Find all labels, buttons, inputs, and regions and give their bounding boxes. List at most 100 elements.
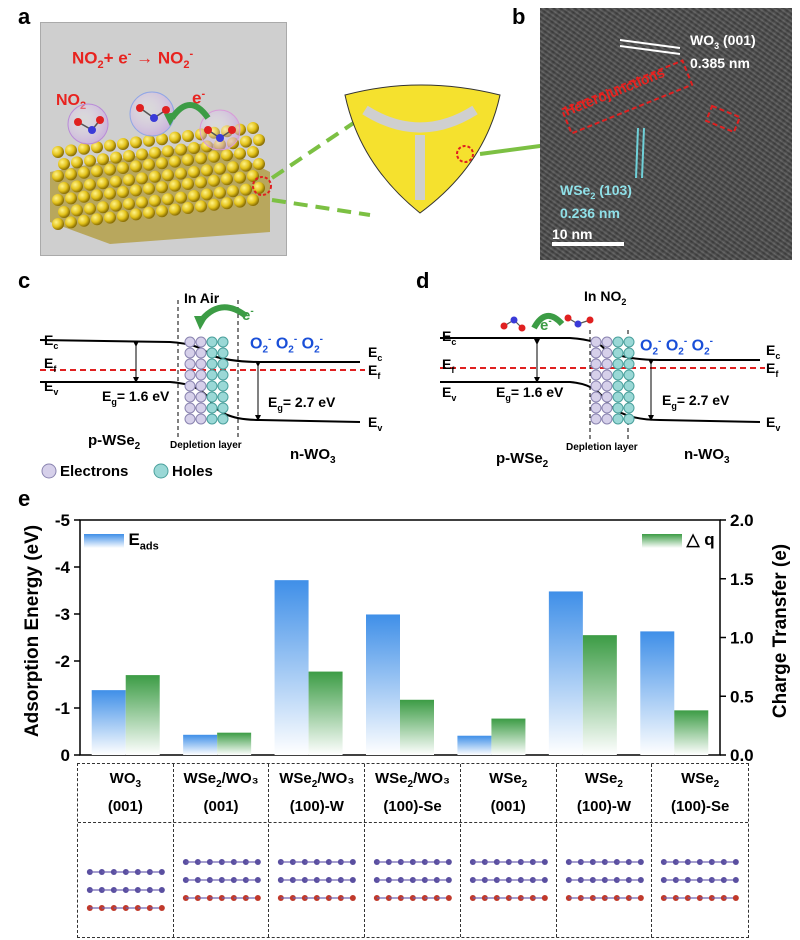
electron-label-a: e- (192, 88, 206, 108)
electron-label-c: e- (242, 306, 254, 324)
atom (350, 877, 357, 883)
structure-column: WO3 (001) (78, 764, 174, 937)
electron-dot (184, 336, 196, 348)
lattice-atom (240, 135, 252, 148)
panel-c-title: In Air (184, 290, 220, 306)
panel-e-label: e (18, 486, 31, 511)
y2-tick-label: 2.0 (730, 511, 754, 530)
atom (613, 877, 620, 883)
atom (350, 895, 357, 901)
legend-electrons: Electrons (60, 463, 129, 480)
hole-dot (623, 358, 635, 370)
atomic-structure-model (373, 859, 452, 901)
electron-dot (590, 336, 602, 348)
electron-dot (195, 369, 207, 381)
lattice-atom (130, 136, 142, 149)
ev-left-c: Ev (44, 378, 59, 397)
lattice-atom (117, 138, 129, 150)
atom (709, 859, 716, 865)
lattice-atom (130, 208, 142, 221)
atom (673, 859, 680, 865)
structure-column: WSe2/WO₃ (001) (174, 764, 270, 937)
atom (350, 859, 357, 865)
wo3-lattice-label: WO3 (001) 0.385 nm (690, 32, 756, 71)
legend-markers (41, 463, 169, 479)
atom (158, 905, 165, 911)
atom (565, 877, 572, 883)
lattice-atom (182, 130, 194, 142)
lattice-atom (52, 146, 64, 158)
bar-charge-transfer (582, 635, 617, 755)
lattice-atom (208, 174, 220, 187)
lattice-atom (162, 145, 174, 158)
o2-adsorbed-d: O2- O2- O2- (640, 336, 713, 358)
panel-a-label: a (18, 4, 31, 29)
y2-tick-label: 0.0 (730, 746, 754, 765)
band-diagram-air (39, 300, 365, 440)
table-divider (78, 822, 748, 823)
y-tick-label: 0 (61, 746, 70, 765)
hole-dot (612, 336, 624, 348)
lattice-atom (214, 186, 226, 199)
hole-dot (217, 336, 229, 348)
atom (158, 887, 165, 893)
lattice-atom (136, 196, 148, 209)
hole-dot (206, 391, 218, 403)
lattice-atom (240, 159, 252, 172)
band-diagram-no2 (440, 313, 765, 442)
y2-tick-label: 1.0 (730, 629, 754, 648)
atom (565, 859, 572, 865)
ef-left-c: Ef (44, 355, 57, 374)
lattice-atom (195, 152, 207, 165)
atom (721, 877, 728, 883)
lattice-atom (208, 150, 220, 163)
atom (517, 877, 524, 883)
atom (625, 895, 632, 901)
lattice-atom (169, 155, 181, 168)
lattice-atom (104, 211, 116, 224)
ec-left-d: Ec (442, 328, 457, 347)
bar-eads (274, 580, 309, 755)
lattice-atom (195, 176, 207, 189)
atom (601, 877, 608, 883)
structure-facet: (001) (203, 798, 239, 815)
electron-dot (590, 358, 602, 370)
hole-dot (217, 358, 229, 370)
atom (625, 877, 632, 883)
legend-dq: △ q (642, 530, 715, 550)
lattice-atom (162, 169, 174, 182)
bar-eads (548, 591, 583, 755)
electron-dot (601, 380, 613, 392)
electron-dot (590, 369, 602, 381)
lattice-atom (65, 216, 77, 229)
lattice-atom (234, 171, 246, 184)
structure-facet: (001) (490, 798, 526, 815)
lattice-atom (110, 175, 122, 188)
structure-column: WSe2 (100)-Se (652, 764, 748, 937)
lattice-atom (143, 158, 155, 171)
electron-dot (601, 391, 613, 403)
legend-dq-swatch (642, 533, 682, 548)
lattice-atom (234, 147, 246, 160)
eg-right-d: Eg= 2.7 eV (662, 392, 730, 411)
p-type-label-d: p-WSe2 (496, 450, 549, 470)
atom (721, 895, 728, 901)
atom (445, 877, 452, 883)
lattice-atom (247, 194, 259, 206)
lattice-atom (71, 204, 83, 217)
lattice-atom (52, 218, 64, 230)
atom (589, 859, 596, 865)
y-tick-label: -4 (55, 558, 71, 577)
lattice-atom (169, 179, 181, 192)
lattice-atom (221, 173, 233, 186)
electron-dot (184, 413, 196, 425)
lattice-atom (65, 192, 77, 205)
atomic-structure-model (182, 859, 261, 901)
lattice-atom (169, 203, 181, 216)
lattice-atom (110, 151, 122, 164)
lattice-atom (130, 160, 142, 173)
lattice-atom (65, 144, 77, 157)
hole-dot (206, 413, 218, 425)
atom (565, 895, 572, 901)
ec-right-d: Ec (766, 342, 781, 361)
